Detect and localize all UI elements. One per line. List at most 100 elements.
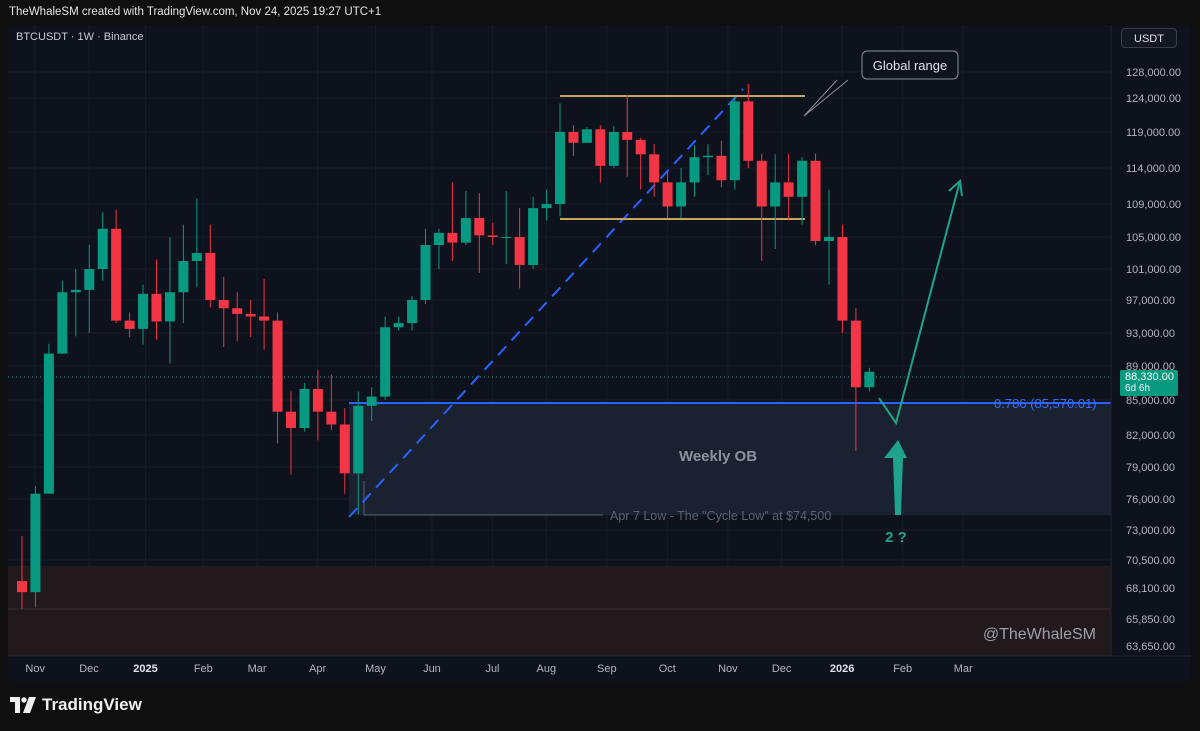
candle[interactable] (286, 391, 296, 475)
candle[interactable] (312, 370, 323, 441)
candle[interactable] (824, 189, 834, 285)
candlestick-chart[interactable]: Global range Weekly OB 0.786 (85,570.01)… (8, 25, 1191, 681)
candle[interactable] (528, 196, 539, 269)
candle-body (312, 388, 323, 412)
candle[interactable] (17, 536, 27, 609)
fib-trend-dashed-line (348, 88, 744, 518)
candle[interactable] (232, 292, 243, 342)
candle[interactable] (837, 224, 848, 333)
candle-body (783, 182, 794, 197)
candle[interactable] (245, 300, 256, 338)
candle[interactable] (407, 296, 418, 331)
candle[interactable] (380, 316, 391, 401)
candle[interactable] (555, 103, 565, 217)
candle-body (286, 411, 296, 428)
chart-panel[interactable]: Global range Weekly OB 0.786 (85,570.01)… (8, 25, 1191, 681)
candle[interactable] (810, 153, 821, 245)
candle[interactable] (218, 276, 229, 348)
candle-body (622, 132, 633, 140)
candle[interactable] (541, 189, 552, 221)
candle[interactable] (581, 127, 592, 143)
candle[interactable] (770, 154, 781, 249)
candle[interactable] (299, 383, 310, 432)
candle[interactable] (366, 387, 377, 421)
candle[interactable] (850, 308, 861, 451)
watermark: @TheWhaleSM (983, 626, 1096, 643)
candle[interactable] (138, 284, 149, 345)
candle[interactable] (447, 182, 458, 261)
candle-body (151, 293, 162, 322)
candle[interactable] (783, 153, 794, 221)
candle-body (124, 320, 135, 329)
candle[interactable] (864, 367, 875, 392)
candle[interactable] (393, 316, 404, 331)
candle-body (689, 157, 700, 183)
candle[interactable] (756, 153, 767, 261)
candle[interactable] (635, 137, 646, 190)
candle[interactable] (487, 222, 498, 245)
candle[interactable] (151, 259, 162, 340)
candle[interactable] (111, 209, 122, 324)
candle-body (420, 245, 431, 300)
price-tick-label: 93,000.00 (1126, 328, 1175, 340)
candle[interactable] (43, 343, 54, 494)
candle[interactable] (124, 312, 135, 338)
candle[interactable] (272, 312, 283, 444)
candle[interactable] (568, 125, 579, 156)
candle[interactable] (191, 198, 202, 287)
candle[interactable] (339, 408, 350, 494)
candle[interactable] (420, 228, 431, 305)
candle[interactable] (595, 125, 606, 183)
candle[interactable] (353, 391, 364, 515)
time-tick-label: Feb (893, 663, 912, 675)
candle-body (501, 237, 512, 238)
candle[interactable] (702, 144, 713, 176)
candle[interactable] (178, 224, 189, 324)
candle-body (528, 208, 539, 265)
weekly-ob-zone[interactable] (349, 403, 1111, 515)
candle[interactable] (164, 237, 175, 364)
candle-body (433, 232, 444, 245)
candle[interactable] (30, 486, 41, 608)
candle[interactable] (97, 212, 108, 281)
price-tick-label: 79,000.00 (1126, 462, 1175, 474)
price-tick-label: 70,500.00 (1126, 555, 1175, 567)
candle[interactable] (514, 208, 525, 289)
price-tick-label: 68,100.00 (1126, 583, 1175, 595)
candle-body (743, 101, 754, 161)
time-tick-label: Sep (597, 663, 617, 675)
candle[interactable] (797, 157, 808, 225)
candle[interactable] (84, 245, 95, 333)
candle[interactable] (433, 228, 444, 269)
candle[interactable] (689, 144, 700, 197)
candle[interactable] (743, 83, 754, 168)
candle[interactable] (622, 94, 633, 177)
tradingview-brand: TradingView (42, 695, 142, 714)
candle[interactable] (205, 224, 216, 308)
candle[interactable] (716, 140, 727, 188)
candle[interactable] (676, 168, 687, 219)
candle-body (716, 155, 727, 181)
candle[interactable] (259, 279, 270, 350)
candle[interactable] (649, 144, 660, 197)
time-axis[interactable]: Nov Dec 2025 Feb Mar Apr May Jun Jul Aug Sep Oct Nov… (25, 663, 973, 675)
current-price-badge: 88,330.00 6d 6h (1120, 370, 1178, 396)
candle[interactable] (70, 269, 81, 337)
candle[interactable] (608, 125, 619, 168)
price-axis[interactable]: 128,000.00 124,000.00 119,000.00 114,000.00… (1126, 67, 1181, 653)
global-range-callout[interactable] (861, 50, 959, 80)
candle[interactable] (57, 280, 68, 354)
candle[interactable] (474, 193, 485, 273)
candle[interactable] (326, 374, 337, 431)
currency-badge[interactable]: USDT (1121, 28, 1177, 48)
candle-body (205, 253, 216, 300)
symbol-info[interactable]: BTCUSDT · 1W · Binance (16, 31, 144, 43)
candle-body (460, 218, 471, 243)
candle[interactable] (460, 191, 471, 245)
candle-body (57, 292, 68, 354)
candle-body (232, 308, 243, 315)
candle[interactable] (729, 96, 740, 190)
candle[interactable] (501, 191, 512, 265)
candle[interactable] (662, 172, 673, 219)
candle-body (326, 411, 337, 425)
